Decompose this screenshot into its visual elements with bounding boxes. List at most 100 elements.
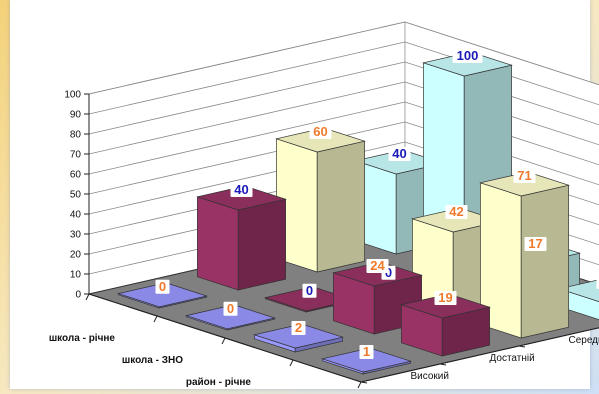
data-label-box: [524, 237, 547, 251]
bar: [275, 127, 366, 273]
bar: [196, 185, 287, 291]
bar: [185, 304, 276, 331]
data-label: 100: [452, 48, 483, 63]
data-label-box: [223, 301, 238, 316]
data-label-box: [155, 279, 170, 294]
bar: [321, 347, 412, 375]
category-tick: [221, 337, 226, 345]
gridline: [88, 61, 599, 135]
category-tick: [289, 359, 294, 367]
bar: [117, 282, 208, 309]
data-label-text: 17: [528, 236, 542, 251]
data-label: 1: [359, 344, 374, 359]
data-label-text: 42: [449, 204, 463, 219]
gridline: [88, 101, 599, 175]
category-label: школа - річне: [49, 333, 116, 344]
data-label: 71: [513, 168, 536, 183]
series-labels: ВисокийДостатнійСереднійПочатковий: [411, 335, 599, 382]
data-label-text: 0: [227, 301, 234, 316]
data-label-text: 24: [370, 258, 385, 273]
data-label-box: [366, 259, 389, 273]
data-label: 0: [302, 283, 317, 298]
bar-side-face: [520, 184, 569, 339]
bar-top-face: [400, 293, 491, 319]
z-tick-label: 80: [70, 130, 82, 141]
axes: [84, 93, 599, 389]
z-tick-label: 40: [70, 210, 82, 221]
bar-top-face: [558, 279, 599, 302]
data-label-text: 71: [517, 168, 531, 183]
data-label-text: 1: [363, 344, 370, 359]
data-label: 60: [309, 124, 332, 139]
data-label: 17: [524, 236, 547, 251]
data-label: 19: [434, 290, 457, 305]
series-tick: [360, 381, 368, 384]
data-label: 40: [388, 146, 411, 161]
z-tick-label: 60: [70, 170, 82, 181]
data-label-box: [596, 275, 599, 289]
bar-front-face: [197, 196, 239, 291]
bar-top-face: [117, 282, 208, 308]
data-label-box: [359, 345, 374, 359]
bar: [479, 171, 570, 339]
z-tick-label: 100: [64, 90, 81, 101]
data-label-text: 40: [392, 146, 406, 161]
series-tick: [439, 363, 447, 366]
bar-side-face: [237, 198, 286, 291]
gridline: [88, 81, 599, 155]
bar-top-face: [253, 323, 344, 349]
bar: [253, 323, 344, 353]
category-tick: [85, 293, 90, 301]
data-label-text: 40: [234, 182, 248, 197]
z-tick-label: 10: [70, 270, 82, 281]
bar-side-face: [316, 140, 365, 273]
gridline: [88, 121, 599, 195]
category-tick: [357, 381, 362, 389]
gridline: [88, 21, 599, 95]
data-label: 24: [366, 258, 389, 273]
data-label-box: [388, 147, 411, 161]
gridline: [88, 41, 599, 115]
series-label: Високий: [411, 371, 449, 382]
data-label-text: 19: [438, 290, 452, 305]
data-label-box: [230, 183, 253, 197]
category-label: район - річне: [186, 377, 252, 388]
series-label: Середній: [569, 335, 599, 346]
bar-top-face: [321, 347, 412, 373]
z-tick-label: 70: [70, 150, 82, 161]
z-tick-label: 20: [70, 250, 82, 261]
z-tick-labels: 0 10 20 30 40 50 60 70 80 90 100: [64, 90, 81, 301]
z-tick-label: 50: [70, 190, 82, 201]
gridline: [88, 141, 599, 215]
category-label: школа - ЗНО: [122, 355, 183, 366]
bar-top-face: [479, 171, 570, 197]
data-label-box: [434, 291, 457, 305]
bar-top-face: [185, 304, 276, 330]
data-label: 40: [230, 182, 253, 197]
bar-top-face: [196, 185, 287, 211]
data-label-text: 0: [385, 265, 392, 280]
bar-top-face: [275, 127, 366, 153]
series-label: Достатній: [490, 353, 535, 364]
data-label: 0: [223, 301, 238, 316]
data-label: 2: [291, 320, 306, 335]
data-label-text: 60: [313, 124, 327, 139]
data-label-text: 0: [159, 279, 166, 294]
z-tick-label: 30: [70, 230, 82, 241]
data-label: 42: [445, 204, 468, 219]
data-label-box: [309, 125, 332, 139]
data-labels: 40100179600427140024190021: [155, 48, 599, 359]
data-label: 0: [155, 279, 170, 294]
data-label-box: [445, 205, 468, 219]
bar: [400, 293, 491, 357]
data-label: 9: [596, 275, 599, 289]
data-label-box: [302, 283, 317, 298]
data-label-text: 0: [306, 283, 313, 298]
data-label-text: 2: [295, 320, 302, 335]
category-tick: [153, 315, 158, 323]
data-label-box: [513, 169, 536, 183]
series-tick: [518, 345, 526, 348]
data-label-text: 100: [457, 48, 479, 63]
data-label-box: [291, 321, 306, 335]
